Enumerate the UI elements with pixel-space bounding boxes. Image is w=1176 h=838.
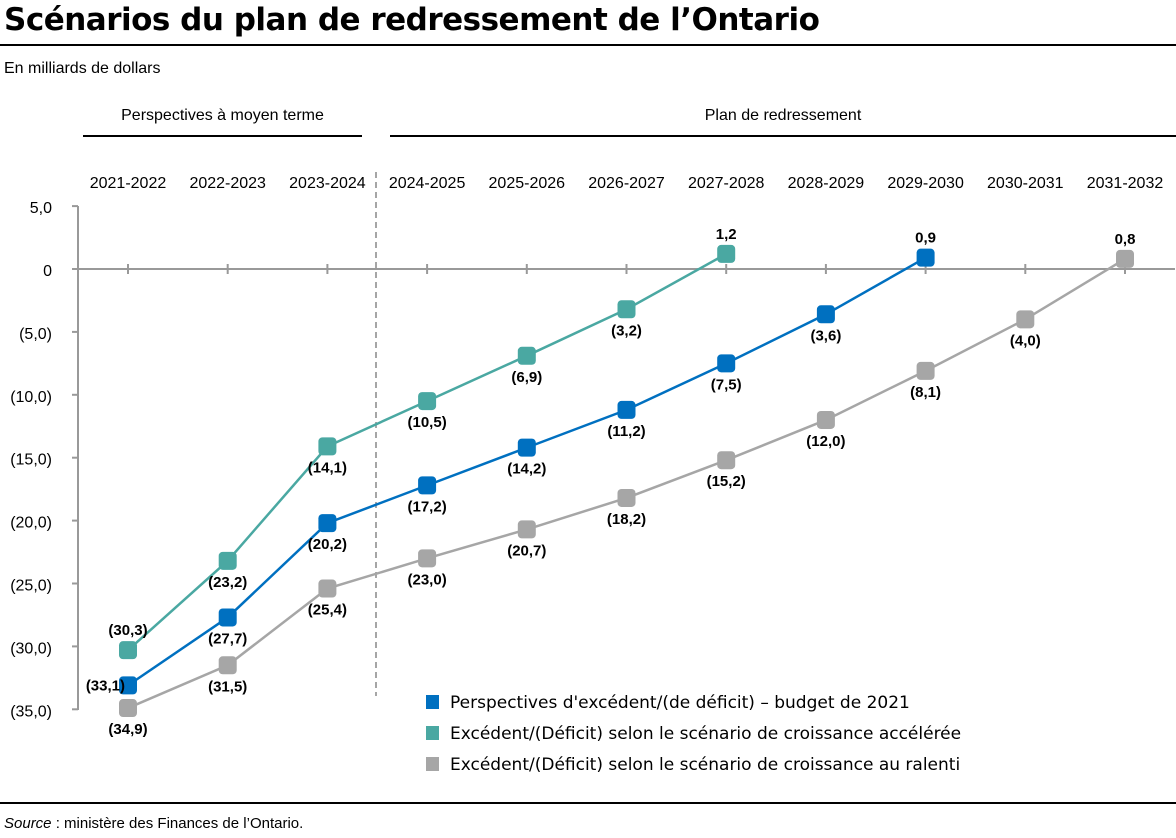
x-tick-label: 2023-2024 bbox=[289, 175, 366, 192]
legend-label: Excédent/(Déficit) selon le scénario de … bbox=[450, 755, 960, 775]
data-label: 0,8 bbox=[1115, 231, 1136, 248]
data-label: (17,2) bbox=[408, 498, 447, 515]
data-point bbox=[717, 354, 736, 373]
y-tick-label: (10,0) bbox=[10, 389, 52, 406]
data-point bbox=[517, 520, 536, 539]
data-point bbox=[218, 551, 237, 570]
data-point bbox=[318, 579, 337, 598]
data-label: (3,2) bbox=[611, 322, 642, 339]
data-label: (23,0) bbox=[408, 571, 447, 588]
chart-title: Scénarios du plan de redressement de l’O… bbox=[4, 2, 820, 38]
data-point bbox=[717, 244, 736, 263]
y-tick-label: (30,0) bbox=[10, 640, 52, 657]
data-label: (15,2) bbox=[707, 473, 746, 490]
x-tick-label: 2028-2029 bbox=[788, 175, 865, 192]
data-label: (3,6) bbox=[810, 327, 841, 344]
data-point bbox=[617, 300, 636, 319]
data-label: (4,0) bbox=[1010, 332, 1041, 349]
period-group-label: Perspectives à moyen terme bbox=[121, 107, 324, 124]
data-point bbox=[617, 400, 636, 419]
data-point bbox=[418, 392, 437, 411]
data-label: (11,2) bbox=[607, 423, 645, 440]
source-label: Source bbox=[4, 815, 52, 832]
data-label: (23,2) bbox=[208, 574, 247, 591]
legend-swatch bbox=[426, 726, 439, 740]
data-label: (8,1) bbox=[910, 384, 941, 401]
x-tick-label: 2022-2023 bbox=[189, 175, 266, 192]
data-point bbox=[916, 248, 935, 267]
y-tick-label: (35,0) bbox=[10, 703, 52, 720]
data-point bbox=[617, 488, 636, 507]
data-label: (7,5) bbox=[711, 376, 742, 393]
data-label: 1,2 bbox=[716, 226, 737, 243]
data-point bbox=[816, 305, 835, 324]
x-tick-label: 2021-2022 bbox=[90, 175, 167, 192]
data-label: (31,5) bbox=[208, 678, 247, 695]
legend-swatch bbox=[426, 757, 439, 771]
y-tick-label: (25,0) bbox=[10, 578, 52, 595]
data-label: (20,7) bbox=[507, 542, 546, 559]
x-tick-label: 2026-2027 bbox=[588, 175, 665, 192]
data-label: (14,2) bbox=[507, 461, 546, 478]
data-point bbox=[517, 438, 536, 457]
data-point bbox=[816, 410, 835, 429]
data-point bbox=[318, 437, 337, 456]
data-point bbox=[218, 608, 237, 627]
y-tick-label: (20,0) bbox=[10, 515, 52, 532]
data-point bbox=[418, 476, 437, 495]
data-point bbox=[119, 699, 137, 718]
data-point bbox=[119, 641, 137, 660]
data-point bbox=[1016, 310, 1035, 329]
period-group-label: Plan de redressement bbox=[705, 107, 862, 124]
data-label: (33,1) bbox=[86, 677, 125, 694]
data-label: (34,9) bbox=[108, 721, 147, 738]
y-tick-label: (15,0) bbox=[10, 452, 52, 469]
data-label: (25,4) bbox=[308, 602, 347, 619]
data-label: (18,2) bbox=[607, 511, 646, 528]
data-point bbox=[418, 549, 437, 568]
source-text: : ministère des Finances de l’Ontario. bbox=[51, 815, 304, 832]
legend-label: Excédent/(Déficit) selon le scénario de … bbox=[450, 724, 961, 744]
title-rule bbox=[0, 44, 1176, 46]
y-tick-label: (5,0) bbox=[19, 326, 52, 343]
data-label: (20,2) bbox=[308, 536, 347, 553]
data-label: (10,5) bbox=[408, 414, 447, 431]
x-tick-label: 2025-2026 bbox=[489, 175, 566, 192]
data-label: 0,9 bbox=[915, 230, 936, 247]
x-tick-label: 2027-2028 bbox=[688, 175, 765, 192]
x-tick-label: 2029-2030 bbox=[887, 175, 964, 192]
legend-label: Perspectives d'excédent/(de déficit) – b… bbox=[450, 693, 910, 713]
source-rule bbox=[0, 802, 1176, 804]
data-point bbox=[916, 361, 935, 380]
data-point bbox=[1116, 249, 1134, 268]
data-label: (12,0) bbox=[806, 433, 845, 450]
x-tick-label: 2031-2032 bbox=[1087, 175, 1164, 192]
y-tick-label: 0 bbox=[43, 263, 52, 280]
source-note: Source : ministère des Finances de l’Ont… bbox=[4, 815, 303, 832]
legend-swatch bbox=[426, 695, 439, 709]
data-label: (6,9) bbox=[511, 369, 542, 386]
x-tick-label: 2024-2025 bbox=[389, 175, 466, 192]
data-label: (30,3) bbox=[108, 622, 147, 639]
x-tick-label: 2030-2031 bbox=[987, 175, 1064, 192]
data-label: (27,7) bbox=[208, 630, 247, 647]
y-tick-label: 5,0 bbox=[30, 200, 52, 217]
data-point bbox=[119, 676, 137, 695]
data-point bbox=[517, 346, 536, 365]
data-point bbox=[717, 451, 736, 470]
data-label: (14,1) bbox=[308, 459, 347, 476]
data-point bbox=[318, 514, 337, 533]
unit-label: En milliards de dollars bbox=[4, 60, 161, 77]
data-point bbox=[218, 656, 237, 675]
